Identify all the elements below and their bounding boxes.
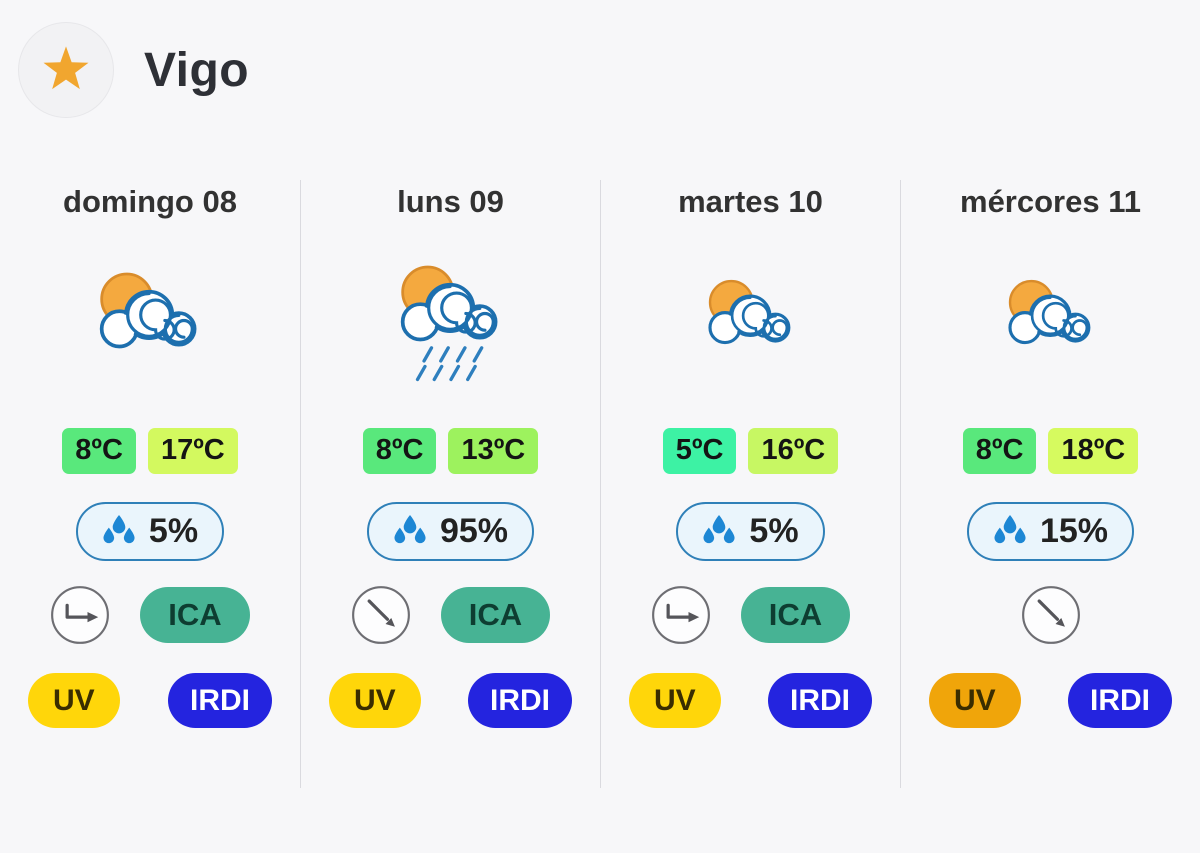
ica-pill[interactable]: ICA: [140, 586, 250, 643]
ica-pill[interactable]: ICA: [740, 586, 851, 643]
day-column-mercores[interactable]: mércores 11 8ºC 18ºC 15% UV IRDI: [900, 180, 1200, 788]
uv-irdi-row: UV IRDI: [601, 672, 900, 728]
wind-ica-row: ICA: [301, 585, 600, 645]
rain-probability-value: 15%: [1039, 511, 1109, 550]
temperature-row: 8ºC 17ºC: [62, 428, 238, 474]
temp-max-badge: 16ºC: [748, 428, 839, 474]
uv-pill[interactable]: UV: [329, 672, 421, 728]
temp-max-badge: 17ºC: [147, 428, 238, 474]
raindrops-icon: [993, 515, 1028, 548]
uv-pill[interactable]: UV: [28, 672, 120, 728]
wind-direction-southeast-icon: [351, 585, 411, 645]
rain-probability-value: 5%: [749, 511, 799, 550]
weather-icon-wrap: [984, 220, 1118, 420]
sun-clouds-rain-icon: [372, 253, 530, 387]
wind-ica-row: ICA: [601, 585, 900, 645]
irdi-pill[interactable]: IRDI: [1068, 672, 1172, 728]
raindrops-icon: [393, 515, 428, 548]
wind-row: [901, 585, 1200, 645]
day-label: mércores 11: [960, 184, 1141, 219]
temp-min-badge: 8ºC: [962, 428, 1037, 474]
temp-max-badge: 13ºC: [448, 428, 539, 474]
temp-min-badge: 5ºC: [662, 428, 737, 474]
weather-icon-wrap: [372, 220, 530, 420]
irdi-pill[interactable]: IRDI: [468, 672, 572, 728]
rain-probability-pill: 95%: [366, 501, 535, 561]
day-column-martes[interactable]: martes 10 5ºC 16ºC 5% ICA UV IRDI: [600, 180, 900, 788]
day-column-luns[interactable]: luns 09 8ºC 13ºC 95% ICA UV IRDI: [300, 180, 600, 788]
sun-behind-clouds-icon: [984, 269, 1118, 372]
temperature-row: 8ºC 18ºC: [962, 428, 1139, 474]
irdi-pill[interactable]: IRDI: [768, 672, 872, 728]
uv-irdi-row: UV IRDI: [901, 672, 1200, 728]
temperature-row: 5ºC 16ºC: [662, 428, 839, 474]
rain-probability-value: 95%: [439, 511, 509, 550]
star-icon: [39, 43, 93, 97]
rain-probability-pill: 15%: [966, 501, 1135, 561]
temp-max-badge: 18ºC: [1048, 428, 1139, 474]
sun-behind-clouds-icon: [71, 260, 229, 381]
wind-direction-east-icon: [50, 585, 110, 645]
raindrops-icon: [702, 515, 737, 548]
rain-probability-value: 5%: [148, 511, 199, 550]
weather-icon-wrap: [71, 220, 229, 420]
location-header: Vigo: [0, 0, 1200, 118]
forecast-grid: domingo 08 8ºC 17ºC 5% ICA UV IRDI: [0, 180, 1200, 788]
temperature-row: 8ºC 13ºC: [362, 428, 539, 474]
favorite-button[interactable]: [18, 22, 114, 118]
rain-probability-pill: 5%: [676, 501, 825, 561]
wind-direction-southeast-icon: [1021, 585, 1081, 645]
raindrops-icon: [102, 515, 137, 548]
wind-direction-east-icon: [651, 585, 711, 645]
uv-pill[interactable]: UV: [629, 672, 721, 728]
wind-ica-row: ICA: [0, 585, 300, 645]
sun-behind-clouds-icon: [684, 269, 818, 372]
temp-min-badge: 8ºC: [62, 428, 136, 474]
uv-irdi-row: UV IRDI: [0, 672, 300, 728]
location-title: Vigo: [144, 43, 250, 97]
weather-icon-wrap: [684, 220, 818, 420]
ica-pill[interactable]: ICA: [440, 586, 551, 643]
rain-probability-pill: 5%: [75, 501, 225, 561]
irdi-pill[interactable]: IRDI: [168, 672, 272, 728]
day-label: martes 10: [678, 184, 823, 219]
day-column-domingo[interactable]: domingo 08 8ºC 17ºC 5% ICA UV IRDI: [0, 180, 300, 788]
uv-irdi-row: UV IRDI: [301, 672, 600, 728]
temp-min-badge: 8ºC: [362, 428, 437, 474]
day-label: domingo 08: [63, 184, 237, 219]
day-label: luns 09: [397, 184, 504, 219]
uv-pill[interactable]: UV: [929, 672, 1021, 728]
